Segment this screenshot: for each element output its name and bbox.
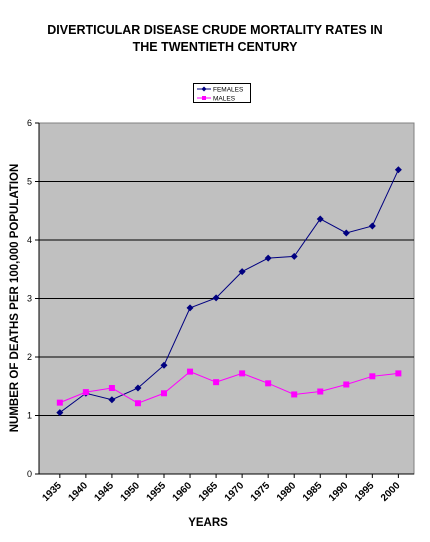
x-tick-label: 1950	[119, 480, 143, 504]
y-tick-label: 3	[27, 294, 32, 304]
x-tick-label: 1935	[40, 480, 64, 504]
y-tick-label: 6	[27, 118, 32, 128]
data-point-females	[108, 396, 116, 404]
chart-title-line-2: THE TWENTIETH CENTURY	[132, 40, 298, 54]
x-tick-label: 1965	[197, 480, 221, 504]
y-tick-label: 0	[27, 469, 32, 479]
series-line-males	[59, 371, 399, 404]
x-tick-label: 1940	[66, 480, 90, 504]
y-tick-label: 2	[27, 352, 32, 362]
data-point-males	[343, 381, 350, 388]
data-point-males	[317, 388, 324, 395]
data-point-females	[316, 215, 324, 223]
legend-label-females: FEMALES	[213, 87, 244, 94]
legend-label-males: MALES	[213, 96, 236, 103]
x-tick-label: 1955	[145, 480, 169, 504]
x-tick-label: 1975	[249, 480, 273, 504]
data-point-males	[108, 385, 115, 392]
data-point-males	[395, 370, 402, 377]
data-point-males	[134, 400, 141, 407]
data-point-males	[187, 368, 194, 375]
data-point-males	[213, 379, 220, 386]
y-tick-label: 1	[27, 411, 32, 421]
data-point-females	[342, 229, 350, 237]
x-tick-label: 2000	[379, 480, 403, 504]
legend-marker-females	[201, 86, 207, 92]
y-tick-label: 4	[27, 235, 32, 245]
legend: FEMALES MALES	[193, 83, 251, 103]
x-tick-label: 1985	[301, 480, 325, 504]
x-tick-label: 1945	[93, 480, 117, 504]
data-point-males	[369, 373, 376, 380]
data-point-males	[161, 390, 167, 397]
data-point-females	[160, 361, 168, 369]
data-point-females	[394, 166, 402, 174]
legend-entries: FEMALES MALES	[197, 86, 244, 103]
data-point-males	[82, 389, 89, 396]
y-axis-label: NUMBER OF DEATHS PER 100,000 POPULATION	[9, 163, 21, 433]
x-tick-label: 1970	[223, 480, 247, 504]
data-point-females	[56, 409, 64, 417]
data-point-females	[290, 252, 298, 260]
x-tick-label: 1980	[275, 480, 299, 504]
data-point-males	[56, 399, 63, 406]
data-point-females	[134, 384, 142, 392]
x-tick-label: 1990	[327, 480, 351, 504]
data-point-females	[186, 304, 194, 312]
series-line-females	[59, 169, 399, 413]
data-point-females	[238, 268, 246, 276]
legend-marker-males	[202, 96, 206, 100]
x-axis-label: YEARS	[188, 517, 228, 529]
data-point-males	[265, 380, 272, 387]
y-tick-label: 5	[27, 177, 32, 187]
data-point-males	[239, 370, 246, 377]
x-tick-label: 1995	[353, 480, 377, 504]
data-point-females	[368, 222, 376, 230]
data-point-females	[212, 294, 220, 302]
x-tick-label: 1960	[171, 480, 195, 504]
data-point-females	[264, 254, 272, 262]
chart-title-line-1: DIVERTICULAR DISEASE CRUDE MORTALITY RAT…	[47, 23, 383, 37]
data-point-males	[291, 391, 298, 398]
